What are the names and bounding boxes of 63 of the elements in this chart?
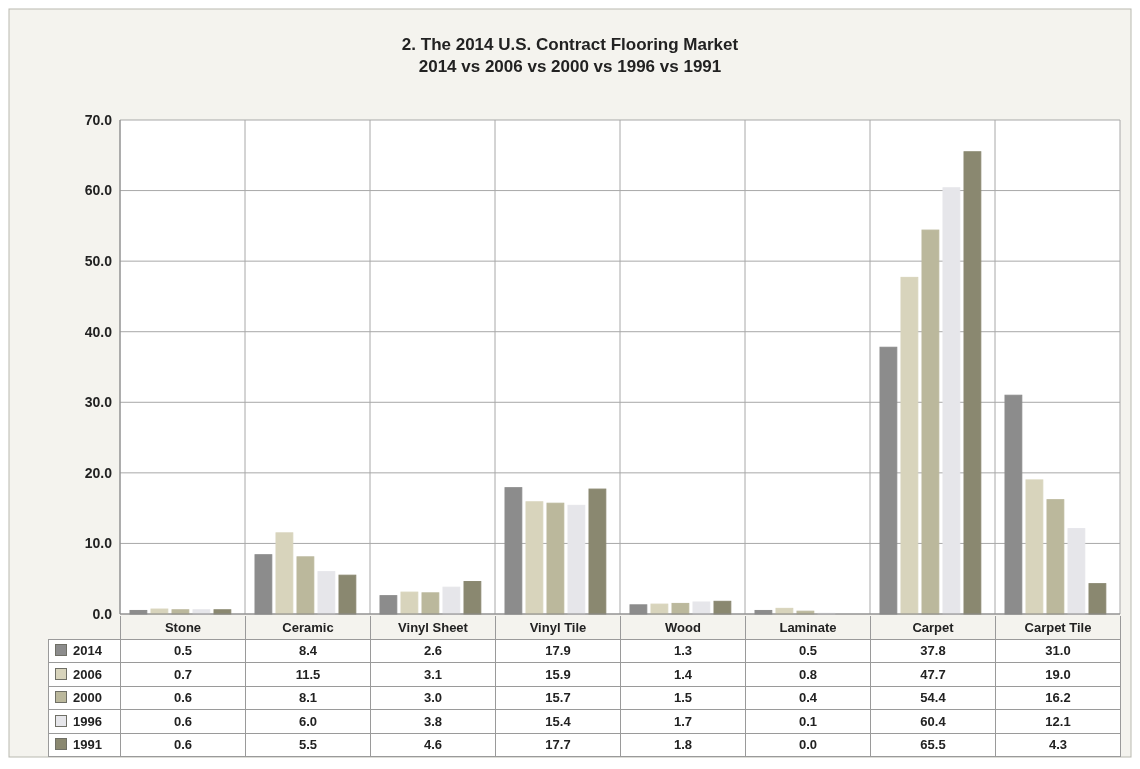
chart-title: 2. The 2014 U.S. Contract Flooring Market [401,35,739,54]
data-label: 47.7 [870,662,996,686]
data-label: 0.6 [120,733,246,757]
data-label: 54.4 [870,686,996,710]
data-label: 4.6 [370,733,496,757]
x-tick-label: Carpet [870,616,996,639]
y-tick-label: 20.0 [84,464,113,481]
data-label: 3.1 [370,662,496,686]
x-tick-label: Carpet Tile [995,616,1121,639]
data-label: 3.0 [370,686,496,710]
y-tick-label: 50.0 [84,253,113,270]
data-label: 1.3 [620,639,746,663]
data-label: 0.7 [120,662,246,686]
data-label: 0.5 [745,639,871,663]
data-label: 3.8 [370,709,496,733]
y-tick-label: 40.0 [84,323,113,340]
data-label: 15.9 [495,662,621,686]
x-tick-label: Vinyl Tile [495,616,621,639]
data-label: 5.5 [245,733,371,757]
data-label: 11.5 [245,662,371,686]
data-label: 12.1 [995,709,1121,733]
x-tick-label: Laminate [745,616,871,639]
legend-label: 1996 [73,713,102,729]
data-label: 15.4 [495,709,621,733]
data-label: 0.1 [745,709,871,733]
y-tick-label: 30.0 [84,394,113,411]
x-tick-label: Stone [120,616,246,639]
y-tick-label: 70.0 [84,111,113,128]
y-tick-label: 0.0 [92,605,113,622]
x-tick-label: Vinyl Sheet [370,616,496,639]
legend-label: 1991 [73,737,102,753]
data-label: 0.5 [120,639,246,663]
legend-label: 2014 [73,643,102,659]
data-label: 6.0 [245,709,371,733]
y-tick-label: 60.0 [84,182,113,199]
data-label: 17.7 [495,733,621,757]
data-label: 1.5 [620,686,746,710]
data-label: 0.6 [120,686,246,710]
data-label: 0.0 [745,733,871,757]
data-label: 1.4 [620,662,746,686]
data-label: 15.7 [495,686,621,710]
data-label: 65.5 [870,733,996,757]
data-label: 4.3 [995,733,1121,757]
data-label: 37.8 [870,639,996,663]
data-label: 0.8 [745,662,871,686]
data-label: 2.6 [370,639,496,663]
data-label: 0.4 [745,686,871,710]
y-tick-label: 10.0 [84,535,113,552]
data-label: 0.6 [120,709,246,733]
x-tick-label: Ceramic [245,616,371,639]
data-label: 31.0 [995,639,1121,663]
data-label: 60.4 [870,709,996,733]
data-label: 8.1 [245,686,371,710]
chart-subtitle: 2014 vs 2006 vs 2000 vs 1996 vs 1991 [418,57,722,76]
data-label: 16.2 [995,686,1121,710]
data-label: 1.8 [620,733,746,757]
data-label: 17.9 [495,639,621,663]
data-label: 1.7 [620,709,746,733]
legend-label: 2006 [73,666,102,682]
data-label: 19.0 [995,662,1121,686]
legend-label: 2000 [73,690,102,706]
x-tick-label: Wood [620,616,746,639]
data-label: 8.4 [245,639,371,663]
